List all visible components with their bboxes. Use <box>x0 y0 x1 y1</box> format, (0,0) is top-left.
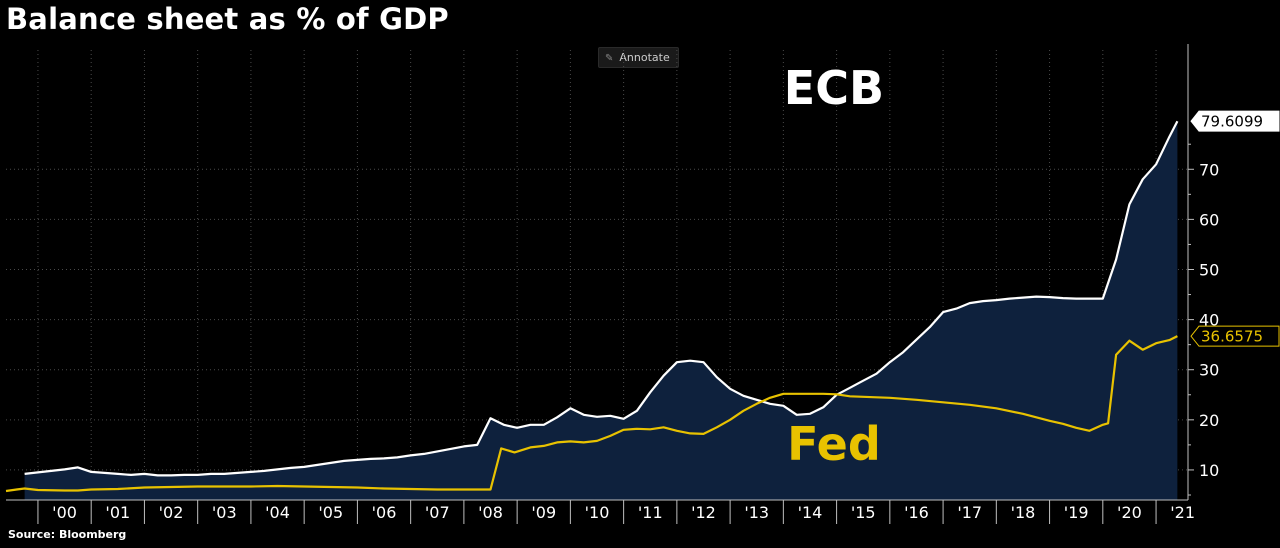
y-tick-label: 40 <box>1199 311 1219 330</box>
annotate-button[interactable]: ✎ Annotate <box>598 47 679 68</box>
x-tick-label: '06 <box>372 503 397 522</box>
source-note: Source: Bloomberg <box>8 528 127 541</box>
fed-series-label: Fed <box>787 417 881 471</box>
x-tick-label: '04 <box>265 503 290 522</box>
x-tick-label: '20 <box>1117 503 1142 522</box>
y-tick-label: 30 <box>1199 361 1219 380</box>
ecb-last-value: 79.6099 <box>1201 113 1263 131</box>
x-tick-label: '21 <box>1170 503 1195 522</box>
area-layer <box>24 121 1178 500</box>
x-tick-label: '13 <box>744 503 769 522</box>
x-tick-label: '01 <box>105 503 130 522</box>
annotate-label: Annotate <box>619 51 670 64</box>
x-tick-label: '03 <box>212 503 237 522</box>
y-axis: 10 20 30 40 50 60 70 <box>1187 44 1219 500</box>
x-tick-label: '17 <box>957 503 982 522</box>
fed-line <box>5 335 1178 493</box>
x-axis: '00 '01 '02 '03 '04 '05 '06 '07 '08 '09 '10 '11 '12 '… <box>6 499 1195 524</box>
x-tick-label: '02 <box>159 503 184 522</box>
y-tick-label: 70 <box>1199 160 1219 179</box>
fed-last-value: 36.6575 <box>1201 328 1263 346</box>
pencil-icon: ✎ <box>605 53 614 64</box>
ecb-series-label: ECB <box>784 61 884 115</box>
x-tick-label: '07 <box>425 503 450 522</box>
x-tick-label: '05 <box>318 503 343 522</box>
series-labels: 79.6099 36.6575 ECB Fed <box>784 61 1280 471</box>
ecb-line <box>24 120 1179 477</box>
y-tick-label: 50 <box>1199 260 1219 279</box>
x-tick-label: '19 <box>1064 503 1089 522</box>
y-tick-label: 60 <box>1199 210 1219 229</box>
x-tick-label: '00 <box>52 503 77 522</box>
chart-title: Balance sheet as % of GDP <box>6 2 449 36</box>
y-tick-label: 20 <box>1199 411 1219 430</box>
fed-last-value-flag <box>1190 325 1280 347</box>
x-tick-label: '09 <box>531 503 556 522</box>
x-tick-label: '15 <box>851 503 876 522</box>
x-tick-label: '08 <box>478 503 503 522</box>
x-tick-label: '16 <box>904 503 929 522</box>
x-tick-label: '14 <box>798 503 823 522</box>
x-tick-label: '12 <box>691 503 716 522</box>
x-tick-label: '11 <box>638 503 663 522</box>
gridlines <box>6 50 1188 500</box>
line-layer <box>5 120 1179 493</box>
ecb-area <box>24 121 1178 500</box>
ecb-last-value-flag <box>1190 110 1280 132</box>
x-tick-label: '10 <box>585 503 610 522</box>
x-tick-label: '18 <box>1011 503 1036 522</box>
y-tick-label: 10 <box>1199 461 1219 480</box>
